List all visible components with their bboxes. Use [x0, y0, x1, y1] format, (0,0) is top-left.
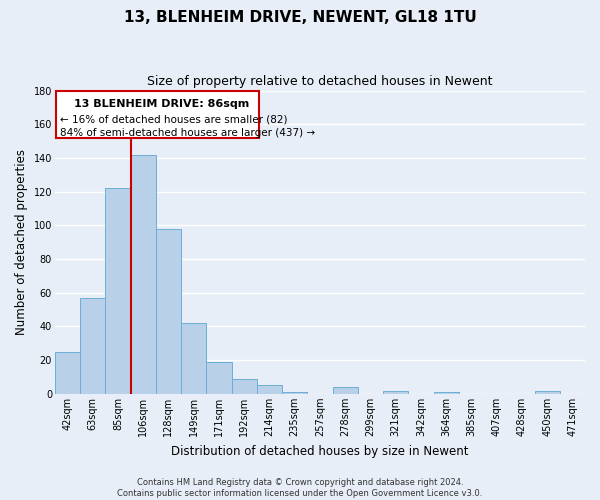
Bar: [332, 387, 358, 394]
Title: Size of property relative to detached houses in Newent: Size of property relative to detached ho…: [147, 75, 493, 88]
Y-axis label: Number of detached properties: Number of detached properties: [15, 149, 28, 335]
Bar: [535, 390, 560, 394]
Bar: [232, 378, 257, 394]
Text: 84% of semi-detached houses are larger (437) →: 84% of semi-detached houses are larger (…: [60, 128, 315, 138]
Bar: [156, 228, 181, 394]
Bar: [434, 392, 459, 394]
Bar: [181, 323, 206, 394]
X-axis label: Distribution of detached houses by size in Newent: Distribution of detached houses by size …: [171, 444, 469, 458]
Text: 13, BLENHEIM DRIVE, NEWENT, GL18 1TU: 13, BLENHEIM DRIVE, NEWENT, GL18 1TU: [124, 10, 476, 25]
Bar: [257, 386, 282, 394]
Text: Contains HM Land Registry data © Crown copyright and database right 2024.
Contai: Contains HM Land Registry data © Crown c…: [118, 478, 482, 498]
Text: ← 16% of detached houses are smaller (82): ← 16% of detached houses are smaller (82…: [60, 114, 287, 124]
Bar: [282, 392, 307, 394]
Bar: [206, 362, 232, 394]
Bar: [80, 298, 106, 394]
FancyBboxPatch shape: [56, 90, 259, 138]
Bar: [106, 188, 131, 394]
Bar: [131, 154, 156, 394]
Text: 13 BLENHEIM DRIVE: 86sqm: 13 BLENHEIM DRIVE: 86sqm: [74, 99, 249, 109]
Bar: [55, 352, 80, 394]
Bar: [383, 390, 408, 394]
